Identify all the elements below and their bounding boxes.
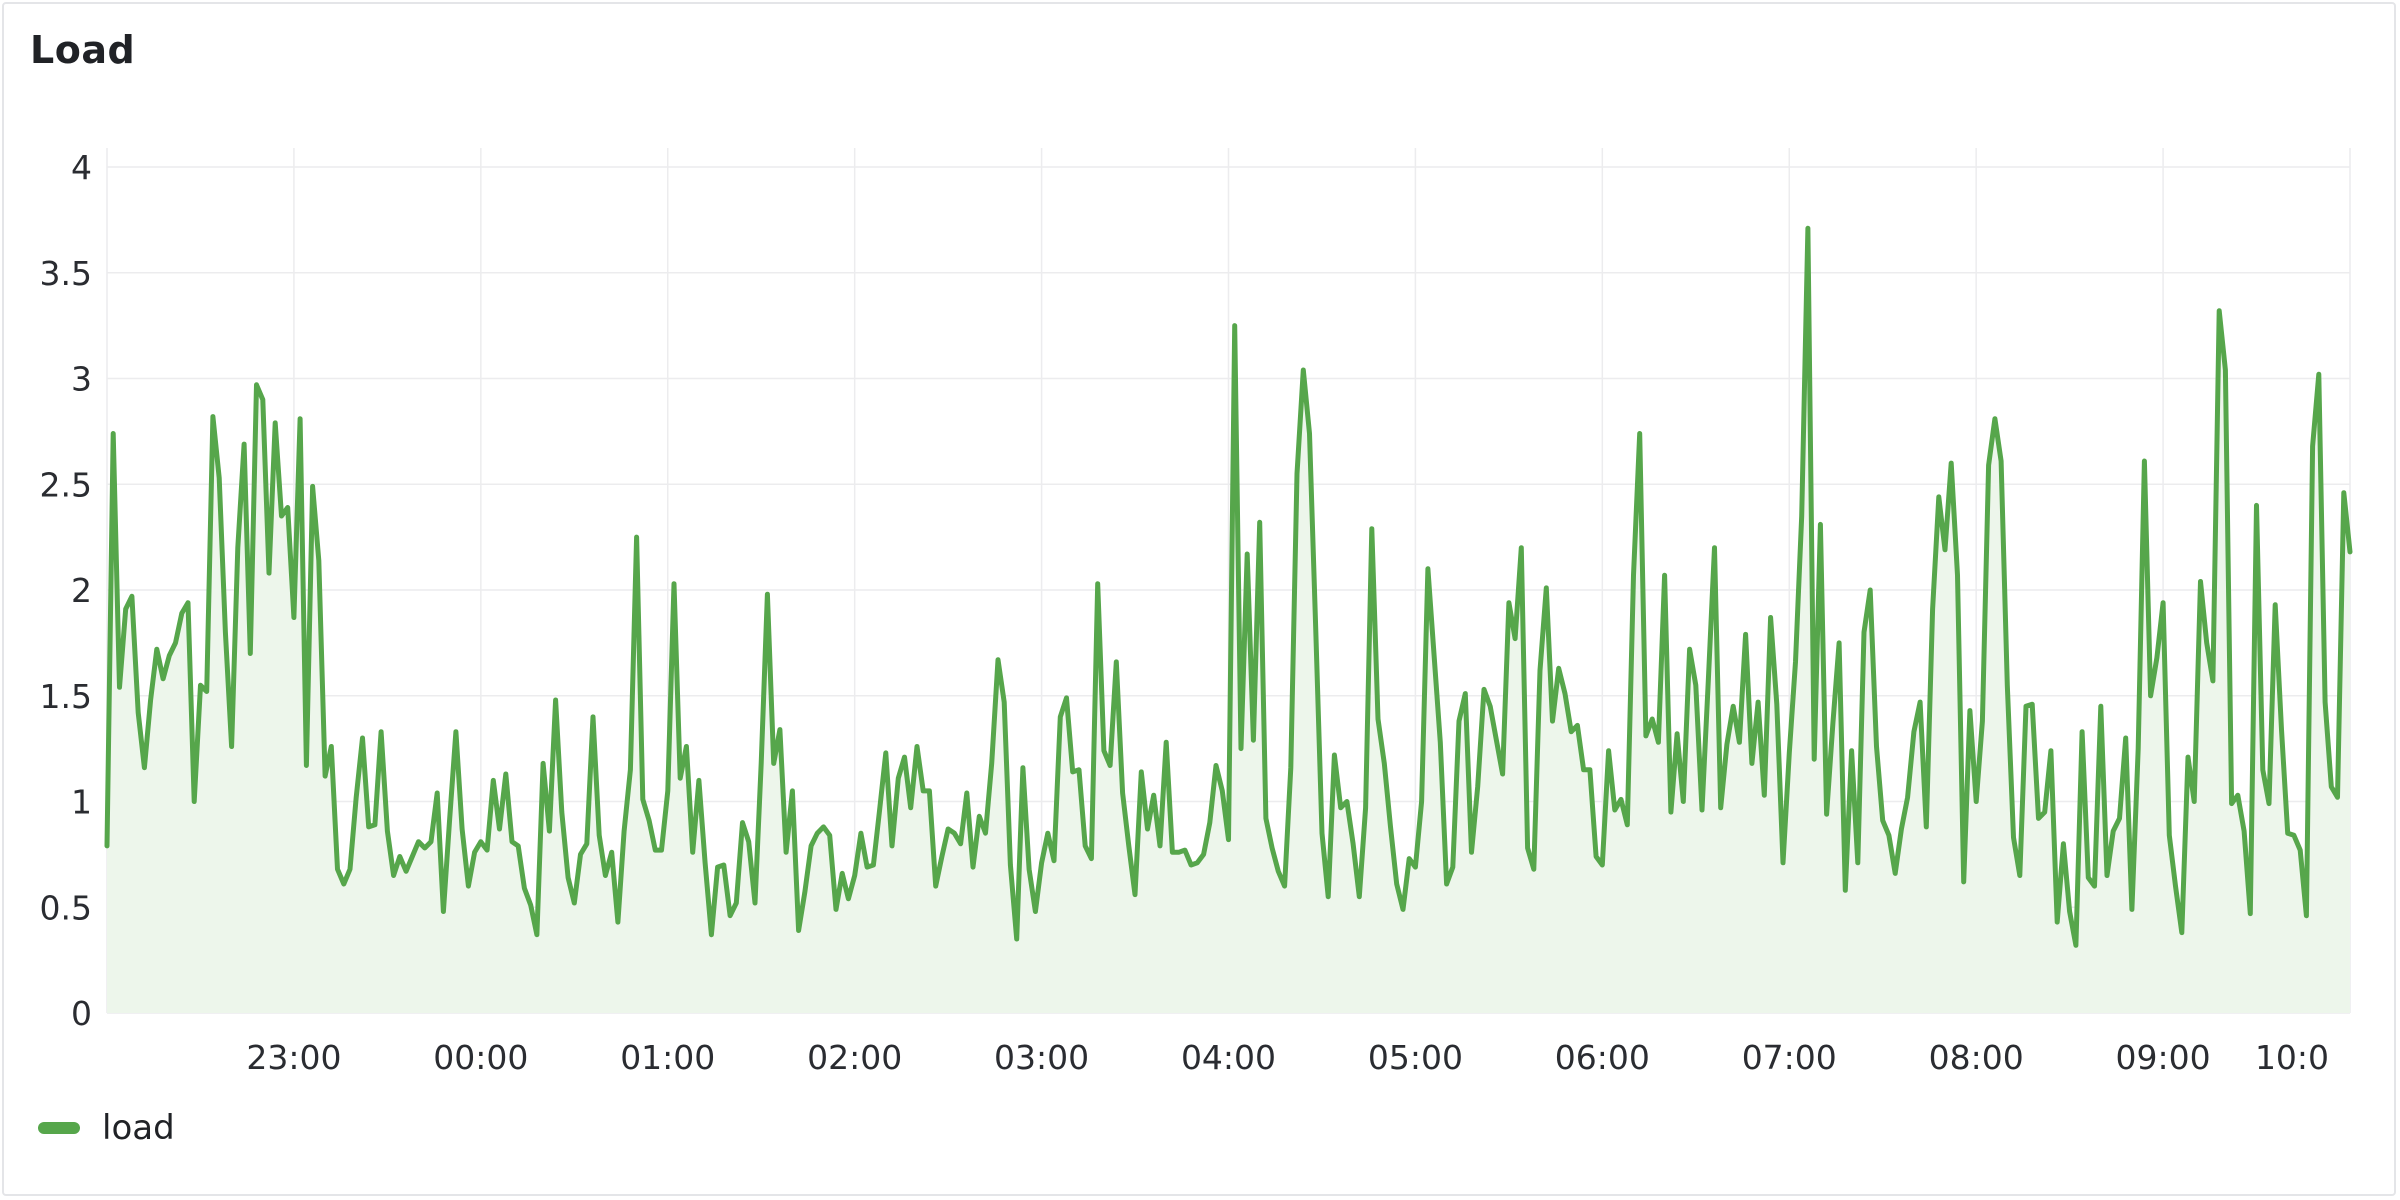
x-tick-label: 06:00: [1555, 1038, 1650, 1077]
legend-label-load[interactable]: load: [102, 1108, 175, 1148]
series-line-load[interactable]: [104, 225, 2353, 948]
x-tick-label: 10:0: [2255, 1038, 2329, 1077]
chart-line-layer: [104, 225, 2353, 948]
series-area-load: [107, 228, 2350, 1014]
y-tick-label: 1.5: [40, 677, 92, 716]
y-tick-label: 2: [71, 571, 92, 610]
x-tick-label: 05:00: [1368, 1038, 1463, 1077]
x-tick-label: 08:00: [1929, 1038, 2024, 1077]
panel-title: Load: [30, 28, 136, 72]
y-tick-label: 0: [71, 994, 92, 1033]
chart-legend[interactable]: load: [38, 1108, 175, 1148]
x-tick-label: 23:00: [246, 1038, 341, 1077]
x-tick-label: 04:00: [1181, 1038, 1276, 1077]
y-tick-label: 2.5: [40, 465, 92, 504]
y-tick-label: 4: [71, 148, 92, 187]
x-tick-label: 07:00: [1742, 1038, 1837, 1077]
x-axis: 23:00 00:00 01:00 02:00 03:00 04:00 05:00 06:00…: [246, 1038, 2329, 1077]
x-tick-label: 02:00: [807, 1038, 902, 1077]
legend-swatch-load[interactable]: [38, 1122, 80, 1134]
x-tick-label: 00:00: [433, 1038, 528, 1077]
x-tick-label: 03:00: [994, 1038, 1089, 1077]
y-tick-label: 3: [71, 360, 92, 399]
y-tick-label: 3.5: [40, 254, 92, 293]
y-tick-label: 0.5: [40, 888, 92, 927]
x-tick-label: 09:00: [2116, 1038, 2211, 1077]
y-axis: 0 0.5 1 1.5 2 2.5 3 3.5 4: [40, 148, 92, 1033]
y-tick-label: 1: [71, 783, 92, 822]
chart-area-layer: [107, 228, 2350, 1014]
x-tick-label: 01:00: [620, 1038, 715, 1077]
